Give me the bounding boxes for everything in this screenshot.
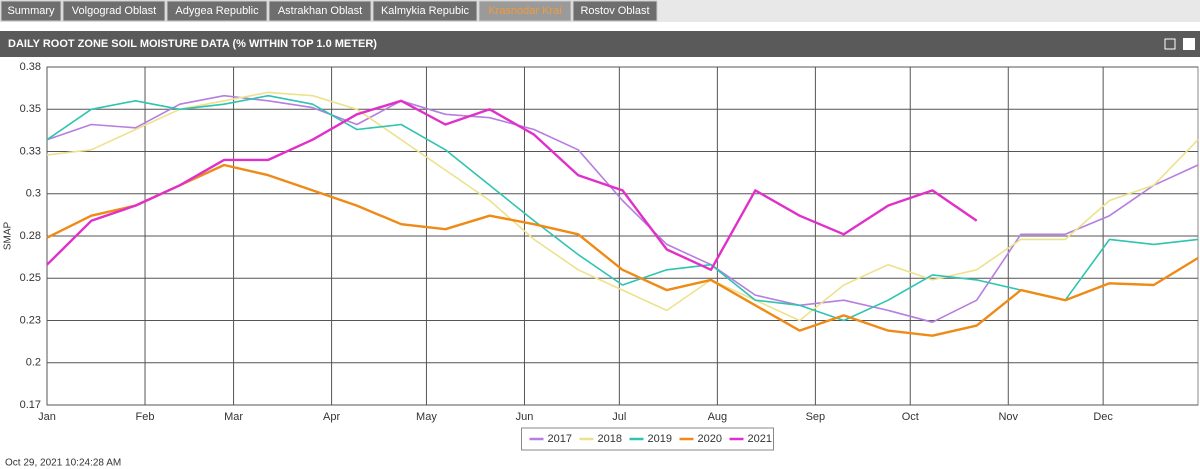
tab-label[interactable]: Rostov Oblast bbox=[580, 5, 649, 17]
tab[interactable] bbox=[372, 0, 478, 22]
legend bbox=[521, 427, 774, 451]
series-line bbox=[46, 163, 1199, 337]
tab-label[interactable]: Adygea Republic bbox=[175, 5, 259, 17]
help-icon[interactable] bbox=[1183, 38, 1195, 50]
y-tick-label: 0.23 bbox=[20, 314, 41, 326]
tab-label[interactable]: Volgograd Oblast bbox=[72, 5, 156, 17]
legend-label[interactable]: 2020 bbox=[698, 433, 722, 445]
series-line bbox=[46, 91, 1199, 322]
x-tick-label: Nov bbox=[998, 411, 1018, 423]
tab[interactable] bbox=[62, 0, 166, 22]
y-tick-label: 0.25 bbox=[20, 272, 41, 284]
tab[interactable] bbox=[268, 0, 372, 22]
legend-label[interactable]: 2018 bbox=[598, 433, 622, 445]
x-tick-label: Mar bbox=[224, 411, 243, 423]
y-axis-label: SMAP bbox=[3, 222, 14, 251]
y-tick-label: 0.28 bbox=[20, 230, 41, 242]
x-tick-label: Aug bbox=[708, 411, 728, 423]
tab[interactable] bbox=[166, 0, 268, 22]
legend-label[interactable]: 2021 bbox=[748, 433, 772, 445]
x-tick-label: Jun bbox=[516, 411, 534, 423]
y-tick-label: 0.3 bbox=[26, 188, 41, 200]
series-line bbox=[46, 94, 1199, 322]
y-tick-label: 0.35 bbox=[20, 103, 41, 115]
timestamp: Oct 29, 2021 10:24:28 AM bbox=[5, 458, 121, 469]
tab-label[interactable]: Kalmykia Repubic bbox=[381, 5, 470, 17]
y-tick-label: 0.2 bbox=[26, 357, 41, 369]
x-tick-label: May bbox=[416, 411, 437, 423]
x-tick-label: Jul bbox=[612, 411, 626, 423]
panel-header bbox=[0, 31, 1200, 57]
legend-label[interactable]: 2019 bbox=[648, 433, 672, 445]
x-tick-label: Jan bbox=[38, 411, 56, 423]
tab[interactable] bbox=[0, 0, 62, 22]
tab-label[interactable]: Krasnodar Krai bbox=[488, 5, 561, 17]
tab[interactable] bbox=[478, 0, 572, 22]
tab-label[interactable]: Summary bbox=[7, 5, 55, 17]
tab-label[interactable]: Astrakhan Oblast bbox=[278, 5, 362, 17]
popout-icon[interactable] bbox=[1164, 38, 1176, 50]
x-tick-label: Apr bbox=[323, 411, 340, 423]
y-tick-label: 0.38 bbox=[20, 61, 41, 73]
x-tick-label: Oct bbox=[902, 411, 919, 423]
series-line bbox=[46, 99, 978, 271]
panel-title: DAILY ROOT ZONE SOIL MOISTURE DATA (% WI… bbox=[8, 38, 377, 50]
y-tick-label: 0.33 bbox=[20, 145, 41, 157]
y-tick-label: 0.17 bbox=[20, 399, 41, 411]
tab[interactable] bbox=[572, 0, 658, 22]
x-tick-label: Dec bbox=[1093, 411, 1113, 423]
x-tick-label: Sep bbox=[806, 411, 826, 423]
legend-label[interactable]: 2017 bbox=[548, 433, 572, 445]
x-tick-label: Feb bbox=[136, 411, 155, 423]
